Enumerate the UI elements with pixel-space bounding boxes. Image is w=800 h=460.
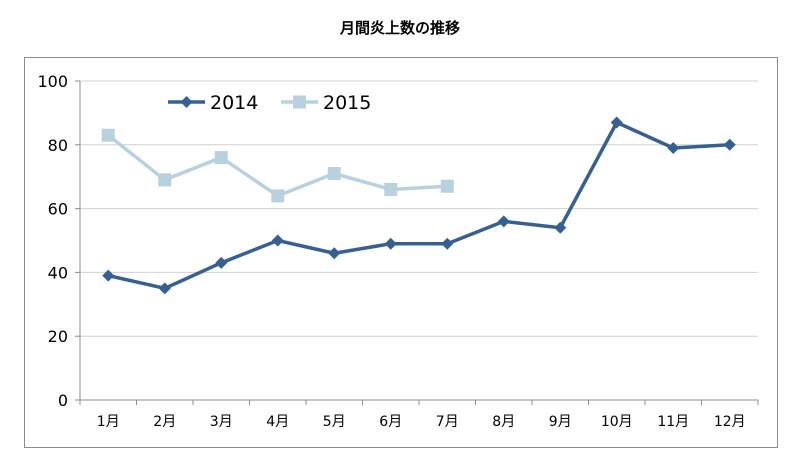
x-tick-label: 6月: [379, 414, 402, 430]
x-tick-label: 2月: [153, 414, 176, 430]
x-tick-label: 8月: [492, 414, 515, 430]
legend-2015-label: 2015: [323, 92, 371, 114]
series-2014-point: [102, 269, 115, 282]
series-2014-point: [271, 234, 284, 247]
series-2014-point: [215, 256, 228, 269]
x-tick-label: 3月: [210, 414, 233, 430]
series-2015-point: [327, 167, 341, 181]
x-tick-label: 12月: [714, 414, 746, 430]
y-tick-label: 20: [48, 327, 68, 346]
series-2015-point: [158, 173, 172, 187]
x-tick-label: 5月: [323, 414, 346, 430]
x-tick-label: 7月: [436, 414, 459, 430]
x-tick-label: 4月: [266, 414, 289, 430]
series-2015-point: [384, 182, 398, 196]
y-tick-label: 60: [48, 200, 68, 219]
series-2014-point: [158, 282, 171, 295]
series-2015-point: [440, 179, 454, 193]
series-2014-point: [441, 237, 454, 250]
y-tick-label: 0: [58, 391, 68, 410]
series-2014-point: [667, 141, 680, 154]
series-2014-point: [384, 237, 397, 250]
series-2014-point: [328, 247, 341, 260]
chart-title: 月間炎上数の推移: [339, 19, 460, 37]
x-tick-label: 10月: [601, 414, 633, 430]
series-2014-point: [610, 116, 623, 129]
legend-2014-swatch-marker: [180, 96, 193, 108]
series-2015-point: [271, 189, 285, 203]
y-tick-label: 100: [37, 72, 68, 91]
x-tick-label: 11月: [657, 414, 689, 430]
series-2014-point: [497, 215, 510, 228]
series-2015-point: [214, 151, 228, 165]
series-2014-point: [554, 221, 567, 234]
series-2014-point: [723, 138, 736, 151]
legend-2014-label: 2014: [210, 92, 258, 114]
y-tick-label: 80: [48, 136, 68, 155]
legend-2015-swatch-marker: [293, 95, 306, 109]
chart-frame: [24, 57, 778, 448]
x-tick-label: 1月: [97, 414, 120, 430]
y-tick-label: 40: [48, 263, 68, 282]
x-tick-label: 9月: [549, 414, 572, 430]
series-2015-point: [101, 128, 115, 142]
series-2014-line: [107, 120, 730, 291]
